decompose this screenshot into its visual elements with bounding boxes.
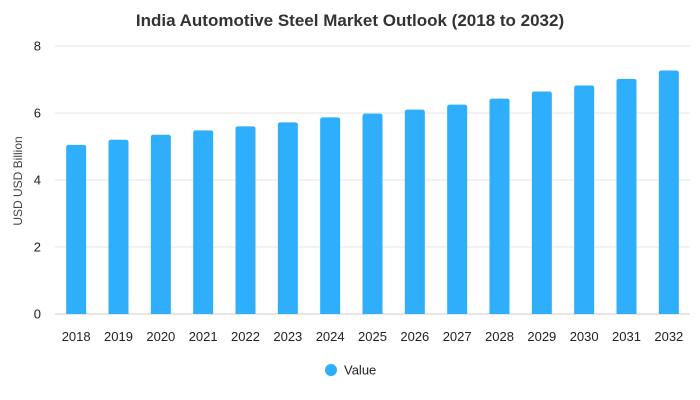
bar-2027[interactable] [447, 104, 468, 314]
bar-2020[interactable] [150, 134, 171, 314]
chart-title: India Automotive Steel Market Outlook (2… [136, 11, 564, 30]
bar-2025[interactable] [362, 113, 383, 314]
x-tick-label: 2026 [400, 329, 429, 344]
y-tick-label: 8 [34, 39, 41, 54]
bars [66, 70, 679, 315]
x-tick-label: 2024 [316, 329, 345, 344]
x-tick-label: 2025 [358, 329, 387, 344]
bar-2026[interactable] [404, 109, 425, 315]
x-tick-label: 2019 [104, 329, 133, 344]
y-tick-label: 0 [34, 307, 41, 322]
bar-2029[interactable] [531, 91, 552, 314]
x-tick-label: 2027 [443, 329, 472, 344]
x-tick-label: 2032 [654, 329, 683, 344]
y-tick-label: 4 [34, 173, 41, 188]
bar-2028[interactable] [489, 98, 510, 314]
x-tick-label: 2018 [62, 329, 91, 344]
bar-2022[interactable] [235, 126, 256, 315]
y-axis-title: USD USD Billion [11, 136, 25, 225]
bar-2030[interactable] [574, 85, 595, 314]
y-axis-ticks: 0 2 4 6 8 [34, 39, 41, 322]
x-tick-label: 2021 [189, 329, 218, 344]
y-tick-label: 2 [34, 240, 41, 255]
x-tick-label: 2020 [146, 329, 175, 344]
bar-2031[interactable] [616, 78, 637, 314]
bar-2032[interactable] [658, 70, 679, 314]
x-tick-label: 2022 [231, 329, 260, 344]
bar-2023[interactable] [277, 122, 298, 314]
x-tick-label: 2028 [485, 329, 514, 344]
bar-2024[interactable] [320, 117, 341, 314]
y-tick-label: 6 [34, 106, 41, 121]
legend-marker [325, 364, 337, 376]
bar-2021[interactable] [193, 130, 214, 314]
x-tick-label: 2029 [527, 329, 556, 344]
x-tick-label: 2030 [570, 329, 599, 344]
bar-2018[interactable] [66, 144, 87, 314]
bar-2019[interactable] [108, 139, 129, 314]
legend-label: Value [344, 363, 376, 378]
legend[interactable]: Value [325, 363, 376, 378]
x-tick-label: 2023 [273, 329, 302, 344]
x-axis-ticks: 2018 2019 2020 2021 2022 2023 2024 2025 2026 2027… [62, 329, 684, 344]
x-tick-label: 2031 [612, 329, 641, 344]
